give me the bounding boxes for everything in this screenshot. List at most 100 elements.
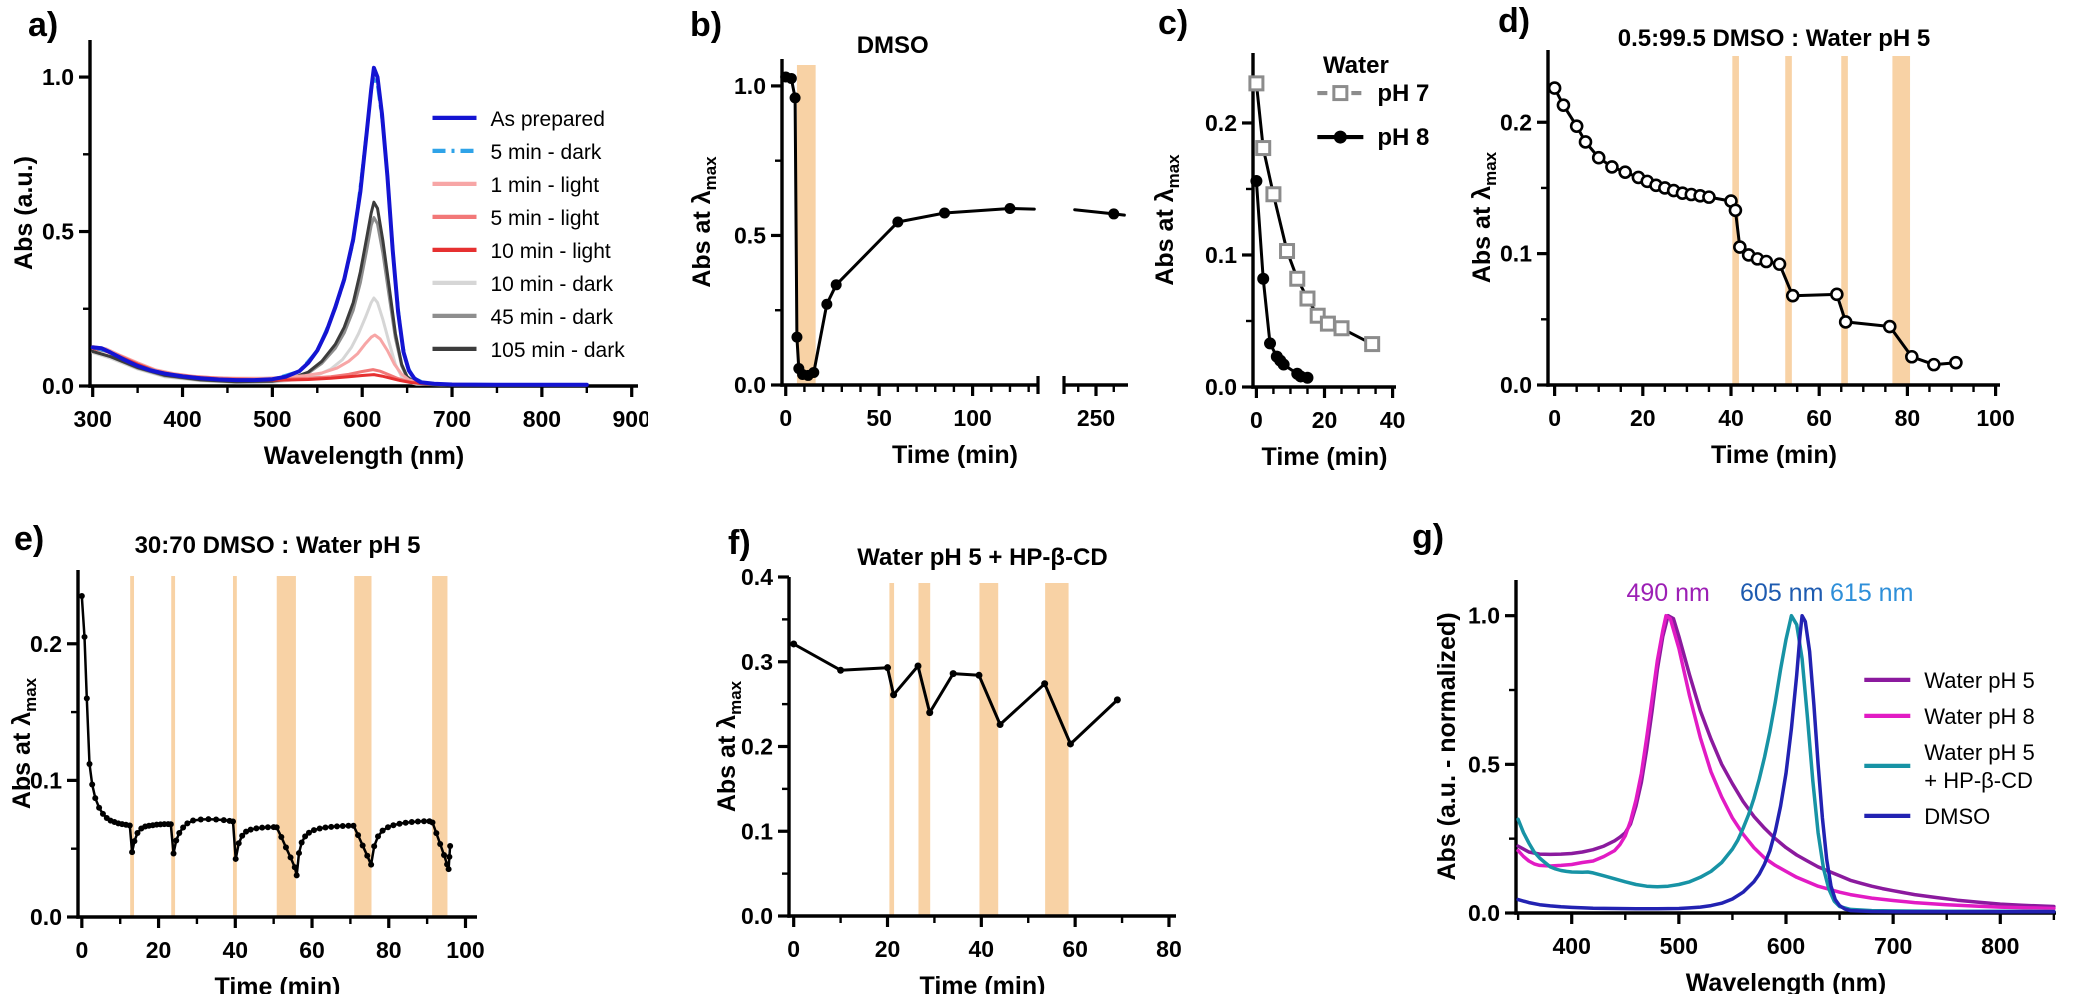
svg-text:700: 700 [1874,933,1912,959]
svg-text:Water pH 5: Water pH 5 [1924,668,2034,693]
svg-text:500: 500 [1660,933,1698,959]
svg-text:0: 0 [75,937,88,963]
svg-text:Abs at λmax: Abs at λmax [713,680,745,812]
svg-text:+ HP-β-CD: + HP-β-CD [1924,768,2033,793]
svg-text:0.4: 0.4 [741,564,773,590]
chart-b-canvas: 0 50 100 250 0.0 0.5 1.0 Time (min) Abs at λmax D… [688,32,1128,469]
svg-text:40: 40 [1718,405,1744,431]
svg-text:Wavelength (nm): Wavelength (nm) [264,442,464,470]
svg-text:0.0: 0.0 [1468,900,1500,926]
svg-text:5 min - light: 5 min - light [491,207,600,230]
svg-text:100: 100 [953,405,991,431]
svg-text:Abs (a.u.): Abs (a.u.) [10,156,38,270]
svg-text:0.2: 0.2 [1500,109,1532,135]
svg-text:80: 80 [376,937,402,963]
svg-text:0.0: 0.0 [30,904,62,930]
svg-text:Abs at λmax: Abs at λmax [1468,151,1500,283]
panel-b: 0 50 100 250 0.0 0.5 1.0 Time (min) Abs at λmax D… [650,4,1136,474]
panel-g: 400 500 600 700 800 0.0 0.5 1.0 Wavelength (nm) A… [1408,516,2072,997]
svg-text:20: 20 [146,937,172,963]
svg-text:60: 60 [1806,405,1832,431]
svg-text:490 nm: 490 nm [1626,579,1709,607]
svg-text:Abs (a.u. - normalized): Abs (a.u. - normalized) [1433,612,1461,880]
svg-text:40: 40 [1380,407,1406,433]
svg-text:Time (min): Time (min) [1262,443,1388,471]
svg-text:800: 800 [1981,933,2019,959]
panel-c: 0 20 40 0.0 0.1 0.2 Time (min) Abs at λmax Water… [1140,4,1496,474]
panel-label-e: e) [14,520,45,558]
panel-label-b: b) [690,6,723,44]
svg-text:Water: Water [1323,52,1389,79]
svg-text:0.1: 0.1 [741,818,773,844]
svg-text:605 nm: 605 nm [1740,579,1823,607]
chart-g-canvas: 400 500 600 700 800 0.0 0.5 1.0 Wavelength (nm) A… [1433,579,2056,997]
svg-text:10 min - light: 10 min - light [491,240,611,263]
svg-text:20: 20 [875,936,901,962]
svg-text:Abs at λmax: Abs at λmax [8,677,40,809]
svg-text:0.1: 0.1 [1500,241,1532,267]
svg-text:As prepared: As prepared [491,108,605,131]
svg-text:Time (min): Time (min) [1711,441,1837,469]
svg-text:50: 50 [866,405,892,431]
panel-f: 0 20 40 60 80 0.0 0.1 0.2 0.3 0.4 Time (min) Abs at… [712,516,1212,999]
svg-text:80: 80 [1156,936,1182,962]
svg-text:30:70 DMSO : Water pH 5: 30:70 DMSO : Water pH 5 [135,532,421,559]
svg-text:0.0: 0.0 [1205,374,1237,400]
svg-text:0.2: 0.2 [30,631,62,657]
svg-text:Abs at λmax: Abs at λmax [1151,154,1183,286]
panel-label-a: a) [28,6,59,44]
svg-text:400: 400 [163,406,201,432]
chart-d-canvas: 0 20 40 60 80 100 0.0 0.1 0.2 Time (min) Abs at λm… [1468,25,2015,469]
svg-text:1.0: 1.0 [1468,603,1500,629]
svg-text:Water pH 5 + HP-β-CD: Water pH 5 + HP-β-CD [857,544,1107,571]
svg-text:60: 60 [1062,936,1088,962]
chart-a-canvas: 300 400 500 600 700 800 900 0.0 0.5 1.0 Wavelength… [10,40,651,470]
chart-c-canvas: 0 20 40 0.0 0.1 0.2 Time (min) Abs at λmax Water… [1151,52,1429,471]
svg-text:0.5: 0.5 [1468,751,1500,777]
panel-label-g: g) [1412,518,1445,556]
panel-label-c: c) [1158,4,1189,42]
svg-text:1.0: 1.0 [42,64,74,90]
svg-text:DMSO: DMSO [1924,804,1990,829]
chart-e-canvas: 0 20 40 60 80 100 0.0 0.1 0.2 Time (min) Abs at λm… [8,532,485,999]
svg-text:40: 40 [969,936,995,962]
svg-text:DMSO: DMSO [857,32,929,59]
svg-text:0.1: 0.1 [1205,242,1237,268]
svg-text:500: 500 [253,406,291,432]
svg-text:Time (min): Time (min) [215,973,341,994]
svg-text:Wavelength (nm): Wavelength (nm) [1686,969,1886,994]
svg-text:40: 40 [223,937,249,963]
svg-text:0.0: 0.0 [734,372,766,398]
svg-text:0.5:99.5 DMSO : Water pH 5: 0.5:99.5 DMSO : Water pH 5 [1618,25,1931,52]
svg-text:300: 300 [74,406,112,432]
svg-text:800: 800 [523,406,561,432]
panel-e: 0 20 40 60 80 100 0.0 0.1 0.2 Time (min) Abs at λm… [6,516,516,999]
svg-text:700: 700 [433,406,471,432]
svg-text:20: 20 [1630,405,1656,431]
svg-text:0.0: 0.0 [42,373,74,399]
svg-text:105 min - dark: 105 min - dark [491,339,626,362]
svg-text:0: 0 [779,405,792,431]
panel-label-f: f) [728,524,751,562]
svg-text:615 nm: 615 nm [1830,579,1913,607]
svg-text:100: 100 [446,937,484,963]
svg-text:20: 20 [1312,407,1338,433]
svg-text:1.0: 1.0 [734,73,766,99]
svg-text:5 min - dark: 5 min - dark [491,141,602,164]
svg-text:0.1: 0.1 [30,767,62,793]
svg-text:pH 7: pH 7 [1377,80,1429,107]
svg-text:0: 0 [1250,407,1263,433]
panel-d: 0 20 40 60 80 100 0.0 0.1 0.2 Time (min) Abs at λm… [1462,4,2072,474]
svg-text:250: 250 [1077,405,1115,431]
svg-text:Time (min): Time (min) [920,972,1046,994]
svg-text:0.3: 0.3 [741,649,773,675]
svg-text:pH 8: pH 8 [1377,124,1429,151]
svg-text:45 min - dark: 45 min - dark [491,306,614,329]
svg-text:0.0: 0.0 [1500,372,1532,398]
svg-text:Water pH 8: Water pH 8 [1924,704,2034,729]
svg-text:400: 400 [1553,933,1591,959]
svg-text:Time (min): Time (min) [892,441,1018,469]
svg-text:600: 600 [343,406,381,432]
svg-text:0: 0 [787,936,800,962]
